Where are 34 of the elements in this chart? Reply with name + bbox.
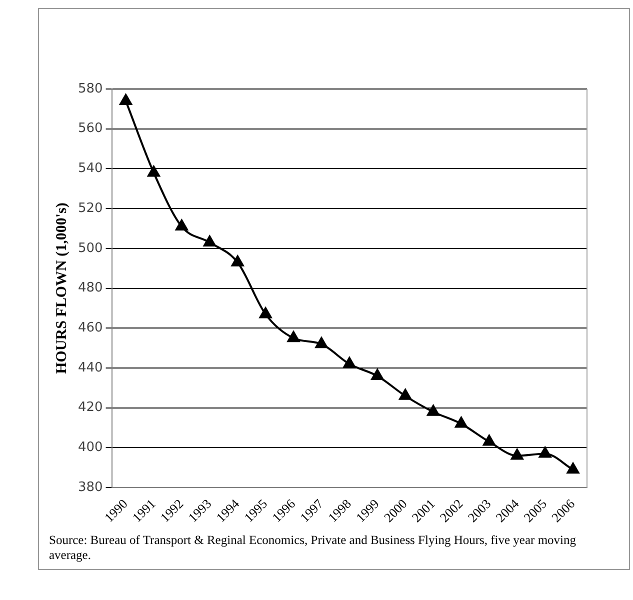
x-tick-label: 1991 <box>129 496 158 526</box>
y-tick-label: 520 <box>78 200 103 216</box>
point <box>287 331 300 342</box>
y-tick-label: 460 <box>78 320 103 336</box>
point <box>427 404 440 416</box>
y-axis-title: HOURS FLOWN (1,000's) <box>54 202 70 374</box>
point <box>343 357 356 368</box>
y-tick-label: 560 <box>78 121 103 136</box>
y-tick-label: 540 <box>78 161 103 176</box>
point <box>482 434 496 446</box>
point <box>231 255 244 266</box>
point <box>510 448 524 460</box>
x-tick-label: 1999 <box>352 496 382 526</box>
point <box>399 388 412 400</box>
y-tick-label: 500 <box>78 240 103 256</box>
point <box>120 94 132 105</box>
y-tick-label: 400 <box>78 440 103 456</box>
y-tick-label: 480 <box>78 280 103 296</box>
point <box>259 307 272 318</box>
y-tick-label: 440 <box>78 360 103 376</box>
point <box>455 416 468 428</box>
point <box>315 337 328 348</box>
point <box>566 462 580 474</box>
y-tick-label: 580 <box>78 81 103 96</box>
point <box>538 446 552 458</box>
point <box>371 368 384 380</box>
x-tick-label: 1992 <box>157 496 186 526</box>
point <box>203 235 216 246</box>
point <box>176 220 188 231</box>
y-tick-label: 380 <box>78 480 103 495</box>
x-tick-label: 1990 <box>101 496 130 526</box>
point <box>148 166 160 177</box>
source-note: Source: Bureau of Transport & Reginal Economics, Private and Business Flying Hours, five year moving average. <box>48 532 578 564</box>
y-tick-label: 420 <box>78 400 103 416</box>
